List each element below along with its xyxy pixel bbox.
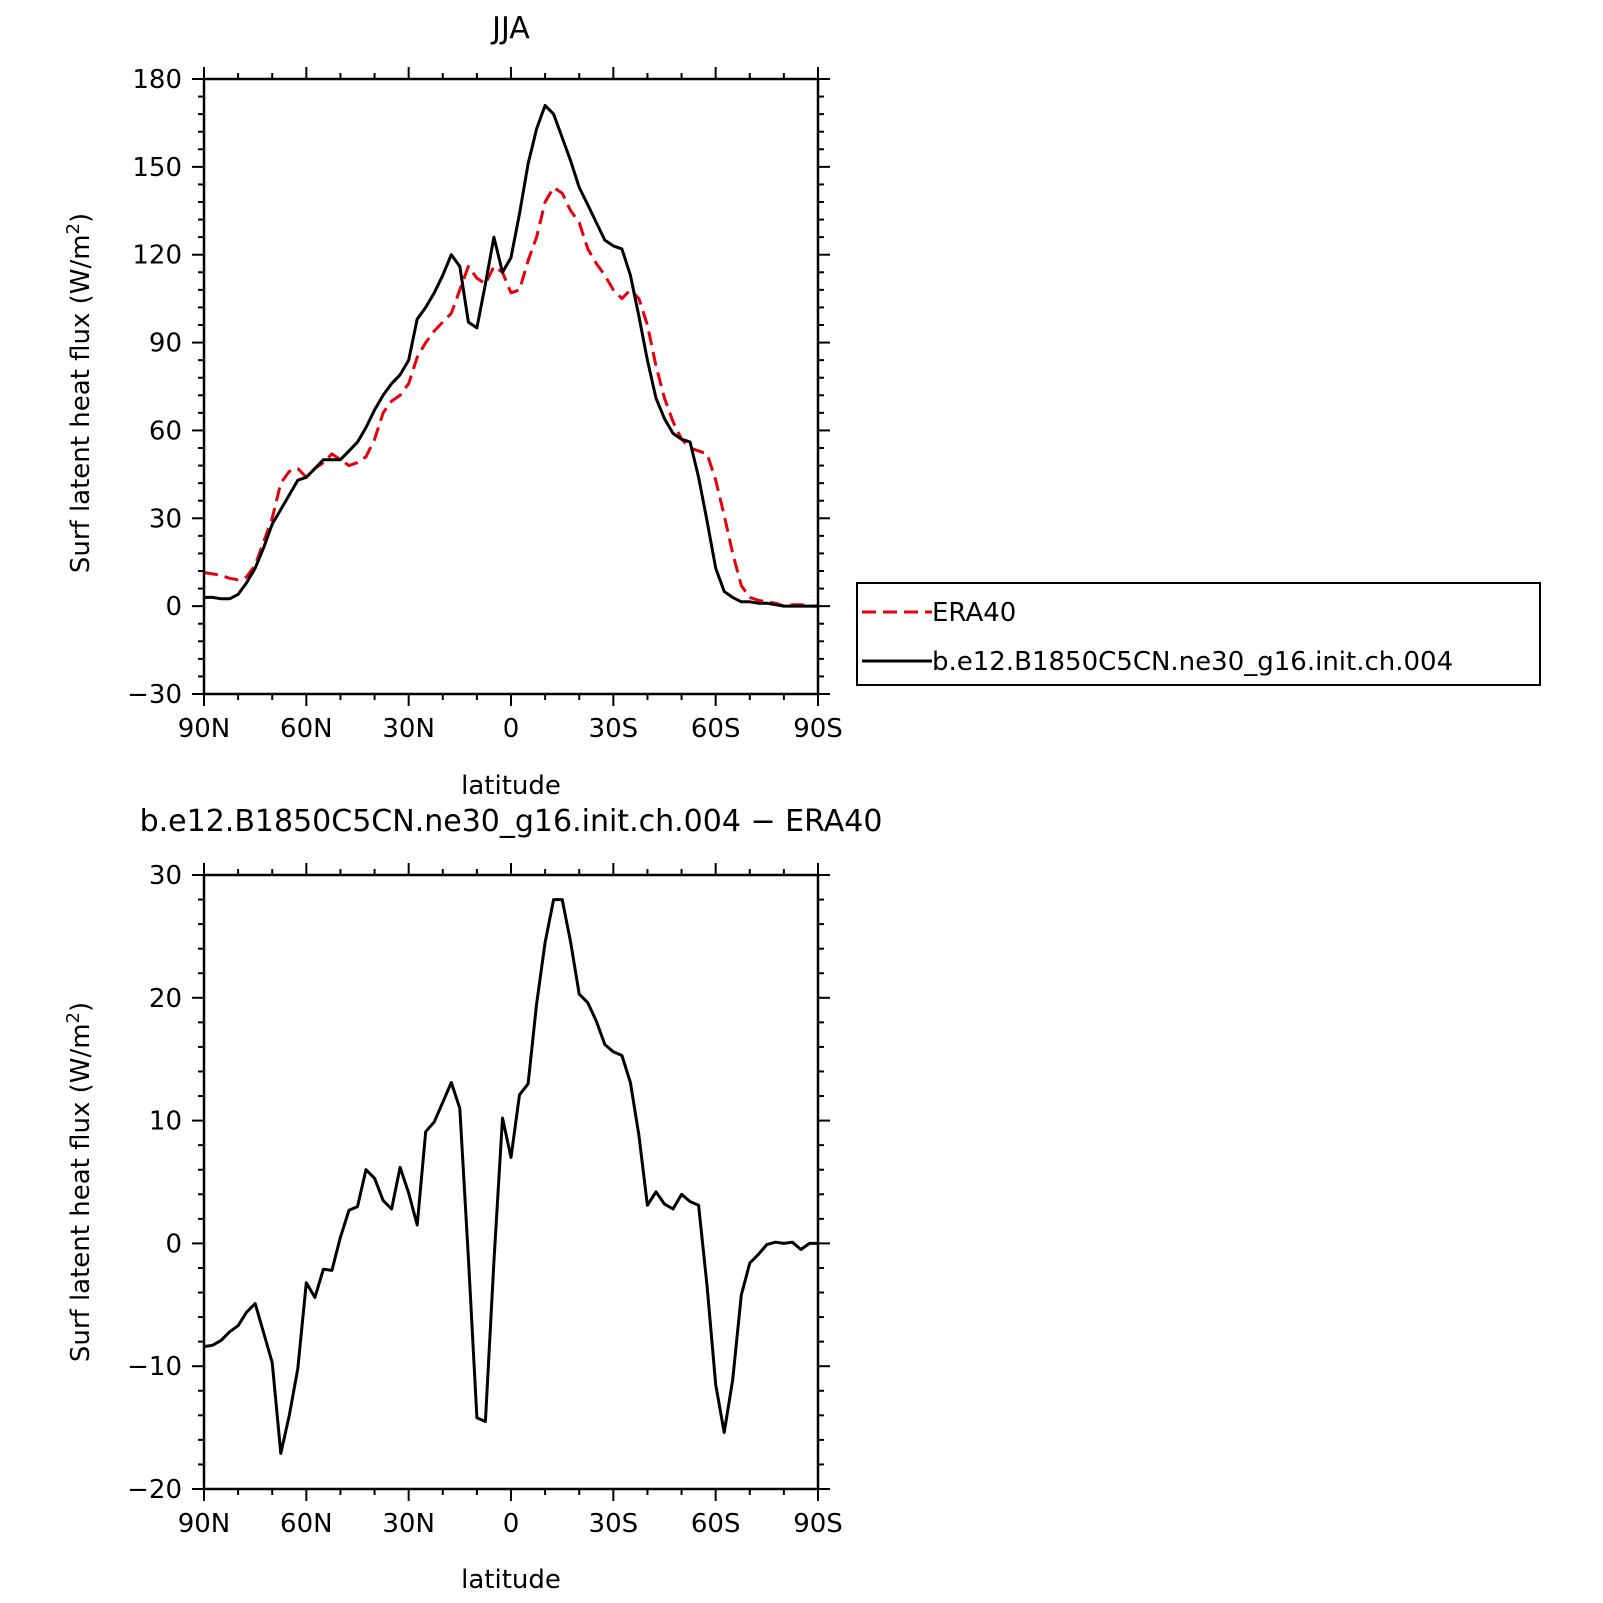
bottom-chart-title: b.e12.B1850C5CN.ne30_g16.init.ch.004 − E…	[140, 804, 883, 839]
top-chart-title: JJA	[490, 11, 530, 46]
bottom-x-tick-label: 60N	[280, 1509, 333, 1539]
bottom-x-tick-label: 30S	[589, 1509, 639, 1539]
top-y-tick-label: 90	[149, 329, 182, 359]
bottom-x-axis-title: latitude	[461, 1565, 561, 1595]
top-series-line-model	[204, 103, 818, 608]
bottom-ticks-layer	[192, 863, 830, 1501]
bottom-x-tick-label: 30N	[382, 1509, 435, 1539]
bottom-y-tick-label: 30	[149, 861, 182, 891]
legend: ERA40 b.e12.B1850C5CN.ne30_g16.init.ch.0…	[856, 582, 1541, 686]
bottom-x-tick-label: 90S	[793, 1509, 843, 1539]
top-x-tick-label: 90N	[178, 714, 231, 744]
top-y-tick-label: −30	[127, 680, 182, 710]
top-x-tick-label: 90S	[793, 714, 843, 744]
bottom-series-line-model	[203, 898, 818, 1455]
bottom-y-tick-label: 0	[165, 1229, 182, 1259]
top-y-axis-title: Surf latent heat flux (W/m2)	[63, 213, 96, 573]
top-y-tick-label: 60	[149, 416, 182, 446]
top-y-tick-label: 120	[132, 241, 182, 271]
legend-label-model: b.e12.B1850C5CN.ne30_g16.init.ch.004	[932, 647, 1453, 677]
top-tick-labels: 90N 60N 30N 0 30S 60S 90S −30 0 30 60 90 120 150 180	[127, 65, 843, 744]
legend-label-era40: ERA40	[932, 598, 1016, 628]
top-x-tick-label: 30N	[382, 714, 435, 744]
top-y-tick-label: 0	[165, 592, 182, 622]
top-x-tick-label: 0	[503, 714, 520, 744]
top-x-tick-label: 60N	[280, 714, 333, 744]
bottom-panel: b.e12.B1850C5CN.ne30_g16.init.ch.004 − E…	[63, 804, 882, 1595]
bottom-x-tick-label: 60S	[691, 1509, 741, 1539]
bottom-y-axis-title: Surf latent heat flux (W/m2)	[63, 1002, 96, 1362]
legend-box	[856, 582, 1541, 686]
top-y-tick-label: 150	[132, 153, 182, 183]
bottom-y-tick-label: 10	[149, 1107, 182, 1137]
top-series-layer	[203, 103, 818, 608]
top-ticks-layer	[192, 67, 830, 706]
top-y-tick-label: 30	[149, 504, 182, 534]
bottom-y-tick-label: −10	[127, 1352, 182, 1382]
bottom-x-tick-label: 90N	[178, 1509, 231, 1539]
bottom-plot-frame	[202, 873, 820, 1491]
bottom-y-tick-label: 20	[149, 984, 182, 1014]
bottom-series-layer	[203, 898, 818, 1455]
top-plot-frame	[202, 77, 820, 696]
top-y-tick-label: 180	[132, 65, 182, 95]
top-panel: JJA 90N 60N 30N 0 30S 60S 90S −30 0 30 60 90 120 150 1…	[63, 11, 843, 801]
bottom-tick-labels: 90N 60N 30N 0 30S 60S 90S −20 −10 0 10 20 30	[127, 861, 843, 1539]
top-x-tick-label: 30S	[589, 714, 639, 744]
bottom-x-tick-label: 0	[503, 1509, 520, 1539]
top-x-axis-title: latitude	[461, 771, 561, 801]
bottom-y-tick-label: −20	[127, 1475, 182, 1505]
top-x-tick-label: 60S	[691, 714, 741, 744]
